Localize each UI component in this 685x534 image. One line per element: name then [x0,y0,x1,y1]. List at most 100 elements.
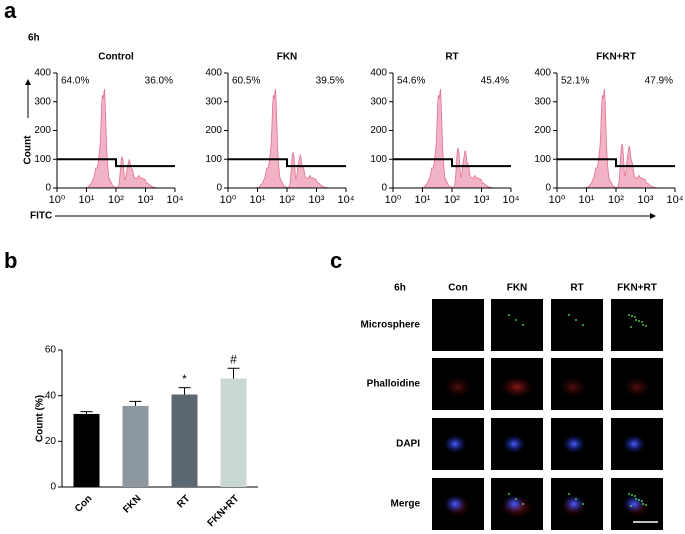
x-tick-label: 10² [279,194,295,206]
microsphere [568,314,570,316]
nucleus [444,435,466,453]
y-tick-label: 40 [45,390,57,401]
y-tick-label: 400 [534,68,551,79]
micrograph [551,358,603,410]
x-tick-label: FKN [121,493,143,515]
time-label: 6h [394,283,406,294]
x-tick-label: 10⁴ [503,194,520,206]
microsphere [631,494,633,496]
gate-label: 60.5% [232,76,260,87]
bar [171,394,198,487]
histogram [228,88,346,189]
column-label: FKN+RT [617,283,657,294]
micrograph [432,478,484,530]
y-tick-label: 300 [534,96,551,107]
panel-label: b [4,248,17,273]
chart-title: FKN+RT [596,52,636,63]
histogram [557,88,675,189]
bar [73,413,100,487]
microsphere [638,320,640,322]
y-tick-label: 0 [381,183,387,194]
nucleus [563,435,585,453]
microsphere [634,316,636,318]
row-label: Merge [391,499,421,510]
image-bg [432,299,484,351]
microsphere [635,498,637,500]
x-tick-label: FKN+RT [206,493,242,529]
y-tick-label: 400 [205,68,222,79]
microsphere [634,495,636,497]
micrograph [611,299,663,351]
microsphere [630,505,632,507]
micrograph [551,478,603,530]
micrograph [491,299,543,351]
panel-label: c [330,248,342,273]
actin [444,376,472,398]
x-tick-label: 10⁰ [49,194,66,206]
annotation: * [182,372,187,386]
y-tick-label: 400 [34,68,51,79]
x-tick-label: 10⁴ [167,194,184,206]
microsphere [642,503,644,505]
micrograph [432,418,484,470]
nucleus [623,435,645,453]
y-tick-label: 0 [216,183,222,194]
annotation: # [230,352,237,366]
actin [623,376,651,398]
microsphere [628,314,630,316]
x-tick-label: 10² [608,194,624,206]
micrograph [491,358,543,410]
gate-label: 45.4% [481,76,509,87]
microsphere [641,500,643,502]
row-label: Phalloidine [367,379,421,390]
y-tick-label: 0 [50,482,56,493]
chart-title: Control [98,52,134,63]
x-tick-label: 10¹ [415,194,431,206]
y-tick-label: 200 [34,125,51,136]
microsphere [630,326,632,328]
y-tick-label: 0 [45,183,51,194]
microsphere [508,314,510,316]
gate-label: 36.0% [145,76,173,87]
microsphere [575,319,577,321]
x-tick-label: 10³ [474,194,490,206]
microsphere [575,498,577,500]
nucleus [444,495,466,513]
column-label: RT [570,283,583,294]
y-tick-label: 100 [370,154,387,165]
microsphere [635,319,637,321]
x-tick-label: RT [175,493,192,510]
x-tick-label: 10⁴ [667,194,684,206]
microsphere [582,324,584,326]
bar [122,405,149,487]
y-tick-label: 60 [45,345,57,356]
microsphere [568,493,570,495]
image-bg [491,299,543,351]
bar [220,378,247,487]
gate-label: 54.6% [397,76,425,87]
microsphere [641,321,643,323]
y-tick-label: 300 [205,96,222,107]
x-tick-label: 10² [108,194,124,206]
image-bg [551,299,603,351]
y-tick-label: 100 [34,154,51,165]
micrograph [491,418,543,470]
x-tick-label: 10² [444,194,460,206]
gate-label: 52.1% [561,76,589,87]
time-label: 6h [28,33,40,44]
actin [559,376,587,398]
gate-label: 47.9% [645,76,673,87]
x-axis-label: FITC [30,211,52,222]
y-tick-label: 20 [45,436,57,447]
gate [57,158,175,168]
microsphere [508,493,510,495]
y-tick-label: 100 [205,154,222,165]
nucleus [503,495,525,513]
y-tick-label: 400 [370,68,387,79]
x-tick-label: 10⁰ [385,194,402,206]
y-axis-label: Count [23,135,34,165]
nucleus [623,495,645,513]
microsphere [642,324,644,326]
gate [228,158,346,168]
